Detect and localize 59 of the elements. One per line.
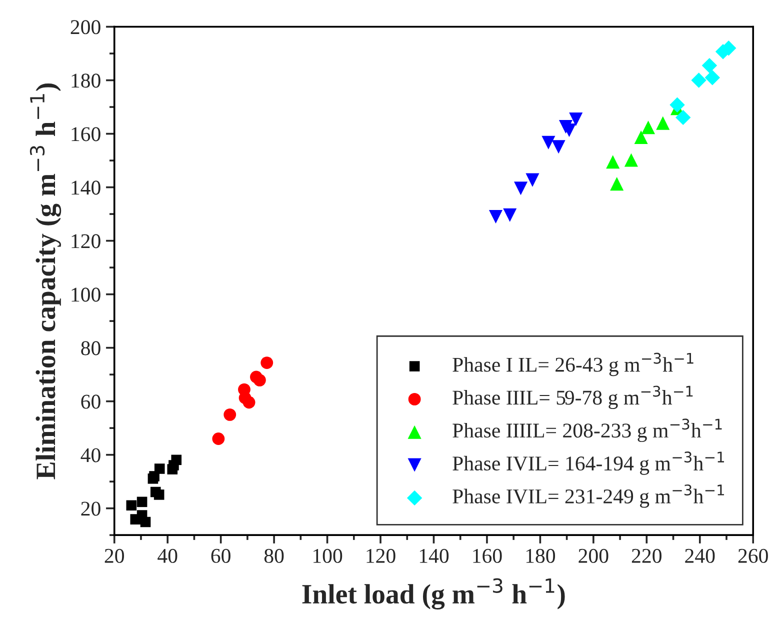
point [670, 97, 685, 112]
point [634, 130, 648, 144]
x-tick-label: 100 [313, 548, 342, 563]
x-tick-label: 260 [738, 548, 768, 563]
y-tick-label: 100 [72, 288, 100, 302]
x-tick-label: 80 [264, 548, 284, 563]
y-tick-label: 120 [72, 234, 100, 248]
point [140, 516, 151, 528]
point [136, 496, 148, 508]
legend-label: Phase IIIIL= 208-233 g m$^{−3}$h$^{−1}$ [452, 418, 722, 442]
x-tick-label: 160 [473, 548, 502, 563]
point [610, 177, 624, 191]
y-tick-label: 200 [70, 20, 100, 34]
legend-label: Phase IVIL= 164-194 g m$^{−3}$h$^{−1}$ [452, 452, 724, 475]
x-axis-title: Inlet load (g m$^{−3}$ h$^{−1}$) [302, 578, 565, 610]
x-tick-label: 200 [578, 548, 608, 563]
x-tick-label: 120 [366, 548, 396, 563]
point [656, 116, 670, 130]
y-axis-title: Elimination capacity (g m$^{−3}$ h$^{−1}$) [30, 84, 62, 480]
point [552, 140, 566, 154]
x-tick-label: 40 [158, 548, 178, 563]
legend-label: Phase I IL= 26-43 g m$^{−3}$h$^{−1}$ [452, 352, 694, 376]
point [691, 72, 706, 88]
point [212, 432, 225, 445]
point [624, 153, 638, 167]
point [171, 454, 182, 466]
point [503, 208, 517, 222]
point [126, 500, 137, 511]
point [702, 58, 718, 74]
y-tick-label: 20 [81, 502, 100, 516]
y-tick-label: 140 [72, 180, 100, 195]
point [514, 182, 528, 196]
point [154, 490, 164, 500]
point [641, 120, 656, 134]
y-tick-label: 60 [81, 394, 100, 409]
x-tick-label: 240 [685, 548, 715, 563]
point [224, 408, 236, 421]
y-tick-label: 40 [80, 448, 100, 462]
point [154, 464, 165, 474]
x-tick-label: 220 [632, 548, 662, 563]
point [542, 136, 556, 150]
x-tick-label: 20 [104, 548, 124, 563]
y-tick-label: 180 [72, 74, 100, 88]
y-tick-label: 80 [81, 341, 100, 356]
legend-label: Phase IVIL= 231-249 g m$^{−3}$h$^{−1}$ [452, 484, 724, 508]
point [488, 210, 503, 224]
point [704, 70, 720, 86]
x-tick-label: 140 [420, 548, 449, 563]
x-tick-label: 60 [211, 548, 230, 563]
point [242, 396, 256, 409]
point [260, 356, 274, 369]
point [526, 173, 540, 187]
point [606, 155, 620, 169]
point [569, 112, 583, 126]
point [253, 374, 266, 386]
x-tick-label: 180 [526, 548, 556, 563]
y-tick-label: 160 [72, 127, 100, 142]
legend-label: Phase IIIL= 59-78 g m$^{−3}$h$^{−1}$ [452, 386, 693, 409]
point [676, 110, 691, 126]
